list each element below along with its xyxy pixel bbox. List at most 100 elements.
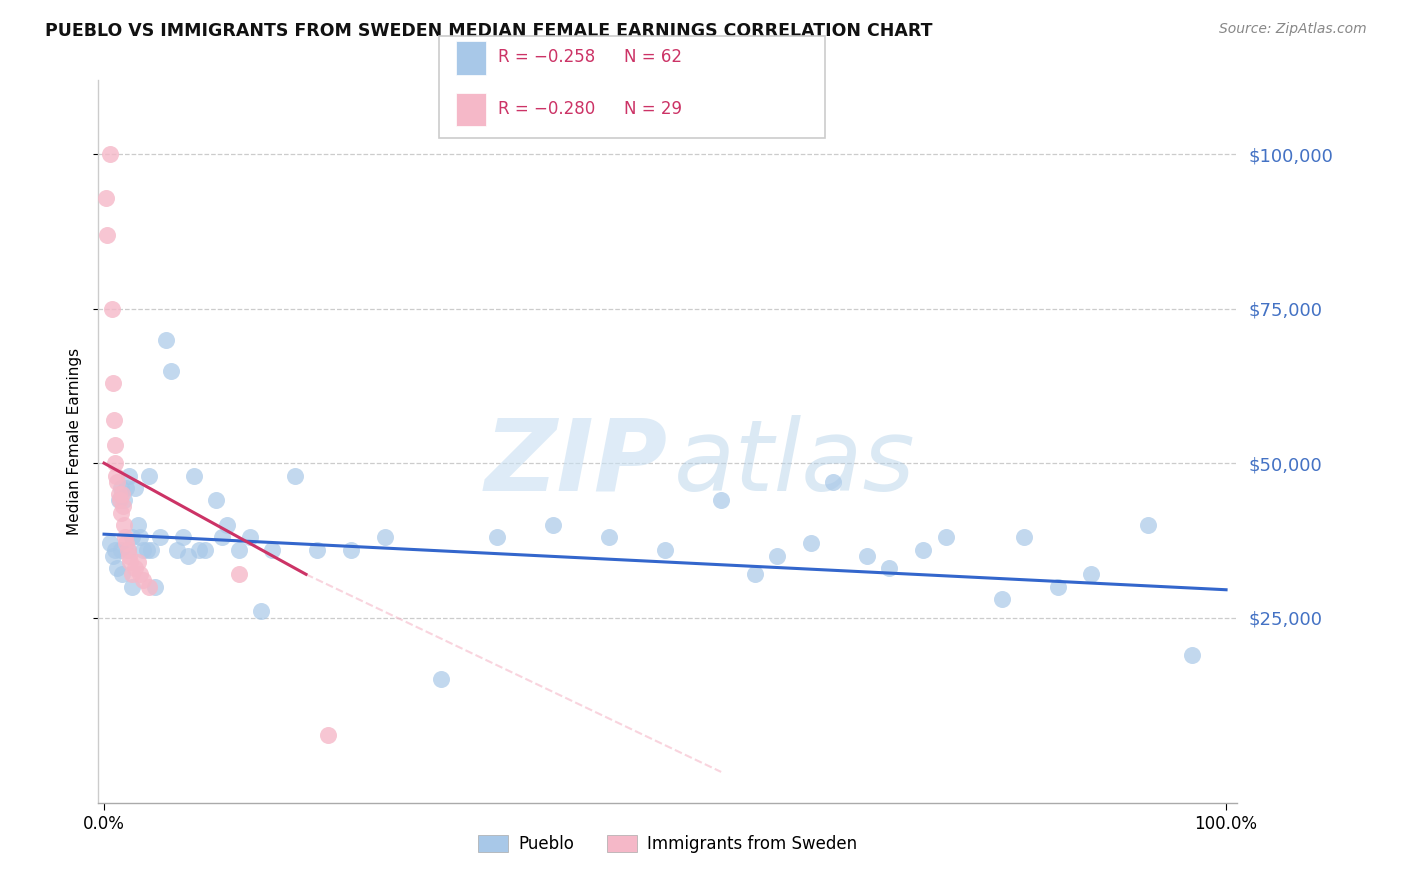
Point: [117, 542, 139, 557]
Point: [177, 549, 200, 563]
Point: [1181, 648, 1204, 662]
Point: [744, 567, 766, 582]
Point: [217, 517, 239, 532]
Point: [211, 530, 233, 544]
Point: [149, 530, 172, 544]
Point: [112, 493, 135, 508]
Point: [111, 487, 134, 501]
Point: [103, 413, 125, 427]
Point: [127, 517, 149, 532]
Text: R = −0.258: R = −0.258: [498, 48, 595, 66]
Point: [194, 542, 217, 557]
Point: [105, 468, 128, 483]
Point: [107, 493, 129, 508]
Point: [800, 536, 823, 550]
Point: [262, 542, 284, 557]
Point: [284, 468, 307, 483]
Point: [654, 542, 676, 557]
Point: [112, 517, 135, 532]
Text: PUEBLO VS IMMIGRANTS FROM SWEDEN MEDIAN FEMALE EARNINGS CORRELATION CHART: PUEBLO VS IMMIGRANTS FROM SWEDEN MEDIAN …: [45, 22, 932, 40]
Point: [541, 517, 564, 532]
Point: [307, 542, 329, 557]
Point: [228, 542, 250, 557]
Point: [155, 333, 177, 347]
Point: [104, 542, 127, 557]
Point: [373, 530, 395, 544]
Point: [107, 487, 129, 501]
Point: [96, 227, 118, 242]
Point: [108, 493, 131, 508]
Point: [485, 530, 508, 544]
Point: [823, 475, 845, 489]
Point: [121, 567, 143, 582]
Text: atlas: atlas: [673, 415, 915, 512]
Point: [110, 481, 132, 495]
Legend: Pueblo, Immigrants from Sweden: Pueblo, Immigrants from Sweden: [471, 828, 865, 860]
Point: [104, 456, 127, 470]
Point: [118, 468, 141, 483]
Point: [101, 301, 124, 316]
Point: [107, 561, 129, 575]
Point: [115, 536, 138, 550]
Y-axis label: Median Female Earnings: Median Female Earnings: [67, 348, 83, 535]
Point: [935, 530, 957, 544]
Point: [129, 567, 152, 582]
Point: [121, 530, 143, 544]
Point: [117, 542, 139, 557]
Point: [135, 542, 157, 557]
Point: [183, 468, 205, 483]
Point: [121, 580, 143, 594]
Point: [118, 555, 141, 569]
Text: ZIP: ZIP: [485, 415, 668, 512]
Point: [98, 147, 121, 161]
Point: [228, 567, 250, 582]
Text: Source: ZipAtlas.com: Source: ZipAtlas.com: [1219, 22, 1367, 37]
Point: [110, 506, 132, 520]
Point: [111, 567, 134, 582]
Point: [318, 728, 340, 742]
Text: N = 29: N = 29: [624, 100, 682, 118]
Point: [129, 530, 152, 544]
Point: [101, 376, 124, 390]
Point: [143, 580, 166, 594]
Point: [879, 561, 901, 575]
Point: [112, 500, 135, 514]
Point: [115, 481, 138, 495]
Point: [96, 191, 118, 205]
Point: [1046, 580, 1069, 594]
Point: [429, 673, 451, 687]
Point: [114, 530, 136, 544]
Point: [1136, 517, 1159, 532]
Point: [107, 475, 129, 489]
Point: [239, 530, 262, 544]
Point: [127, 555, 149, 569]
Point: [340, 542, 363, 557]
Point: [710, 493, 733, 508]
Point: [132, 574, 155, 588]
Point: [766, 549, 789, 563]
Point: [990, 592, 1012, 607]
Point: [160, 363, 183, 377]
Point: [101, 549, 124, 563]
Point: [1080, 567, 1102, 582]
Point: [856, 549, 879, 563]
Point: [124, 561, 146, 575]
Point: [118, 549, 141, 563]
Point: [205, 493, 228, 508]
Point: [250, 604, 273, 618]
Text: N = 62: N = 62: [624, 48, 682, 66]
Point: [138, 468, 160, 483]
Point: [124, 481, 146, 495]
Point: [166, 542, 188, 557]
Point: [138, 580, 160, 594]
Point: [912, 542, 935, 557]
Point: [598, 530, 620, 544]
Point: [172, 530, 194, 544]
Point: [1012, 530, 1035, 544]
Point: [98, 536, 121, 550]
Point: [132, 542, 155, 557]
Point: [141, 542, 163, 557]
Text: R = −0.280: R = −0.280: [498, 100, 595, 118]
Point: [104, 437, 127, 451]
Point: [110, 542, 132, 557]
